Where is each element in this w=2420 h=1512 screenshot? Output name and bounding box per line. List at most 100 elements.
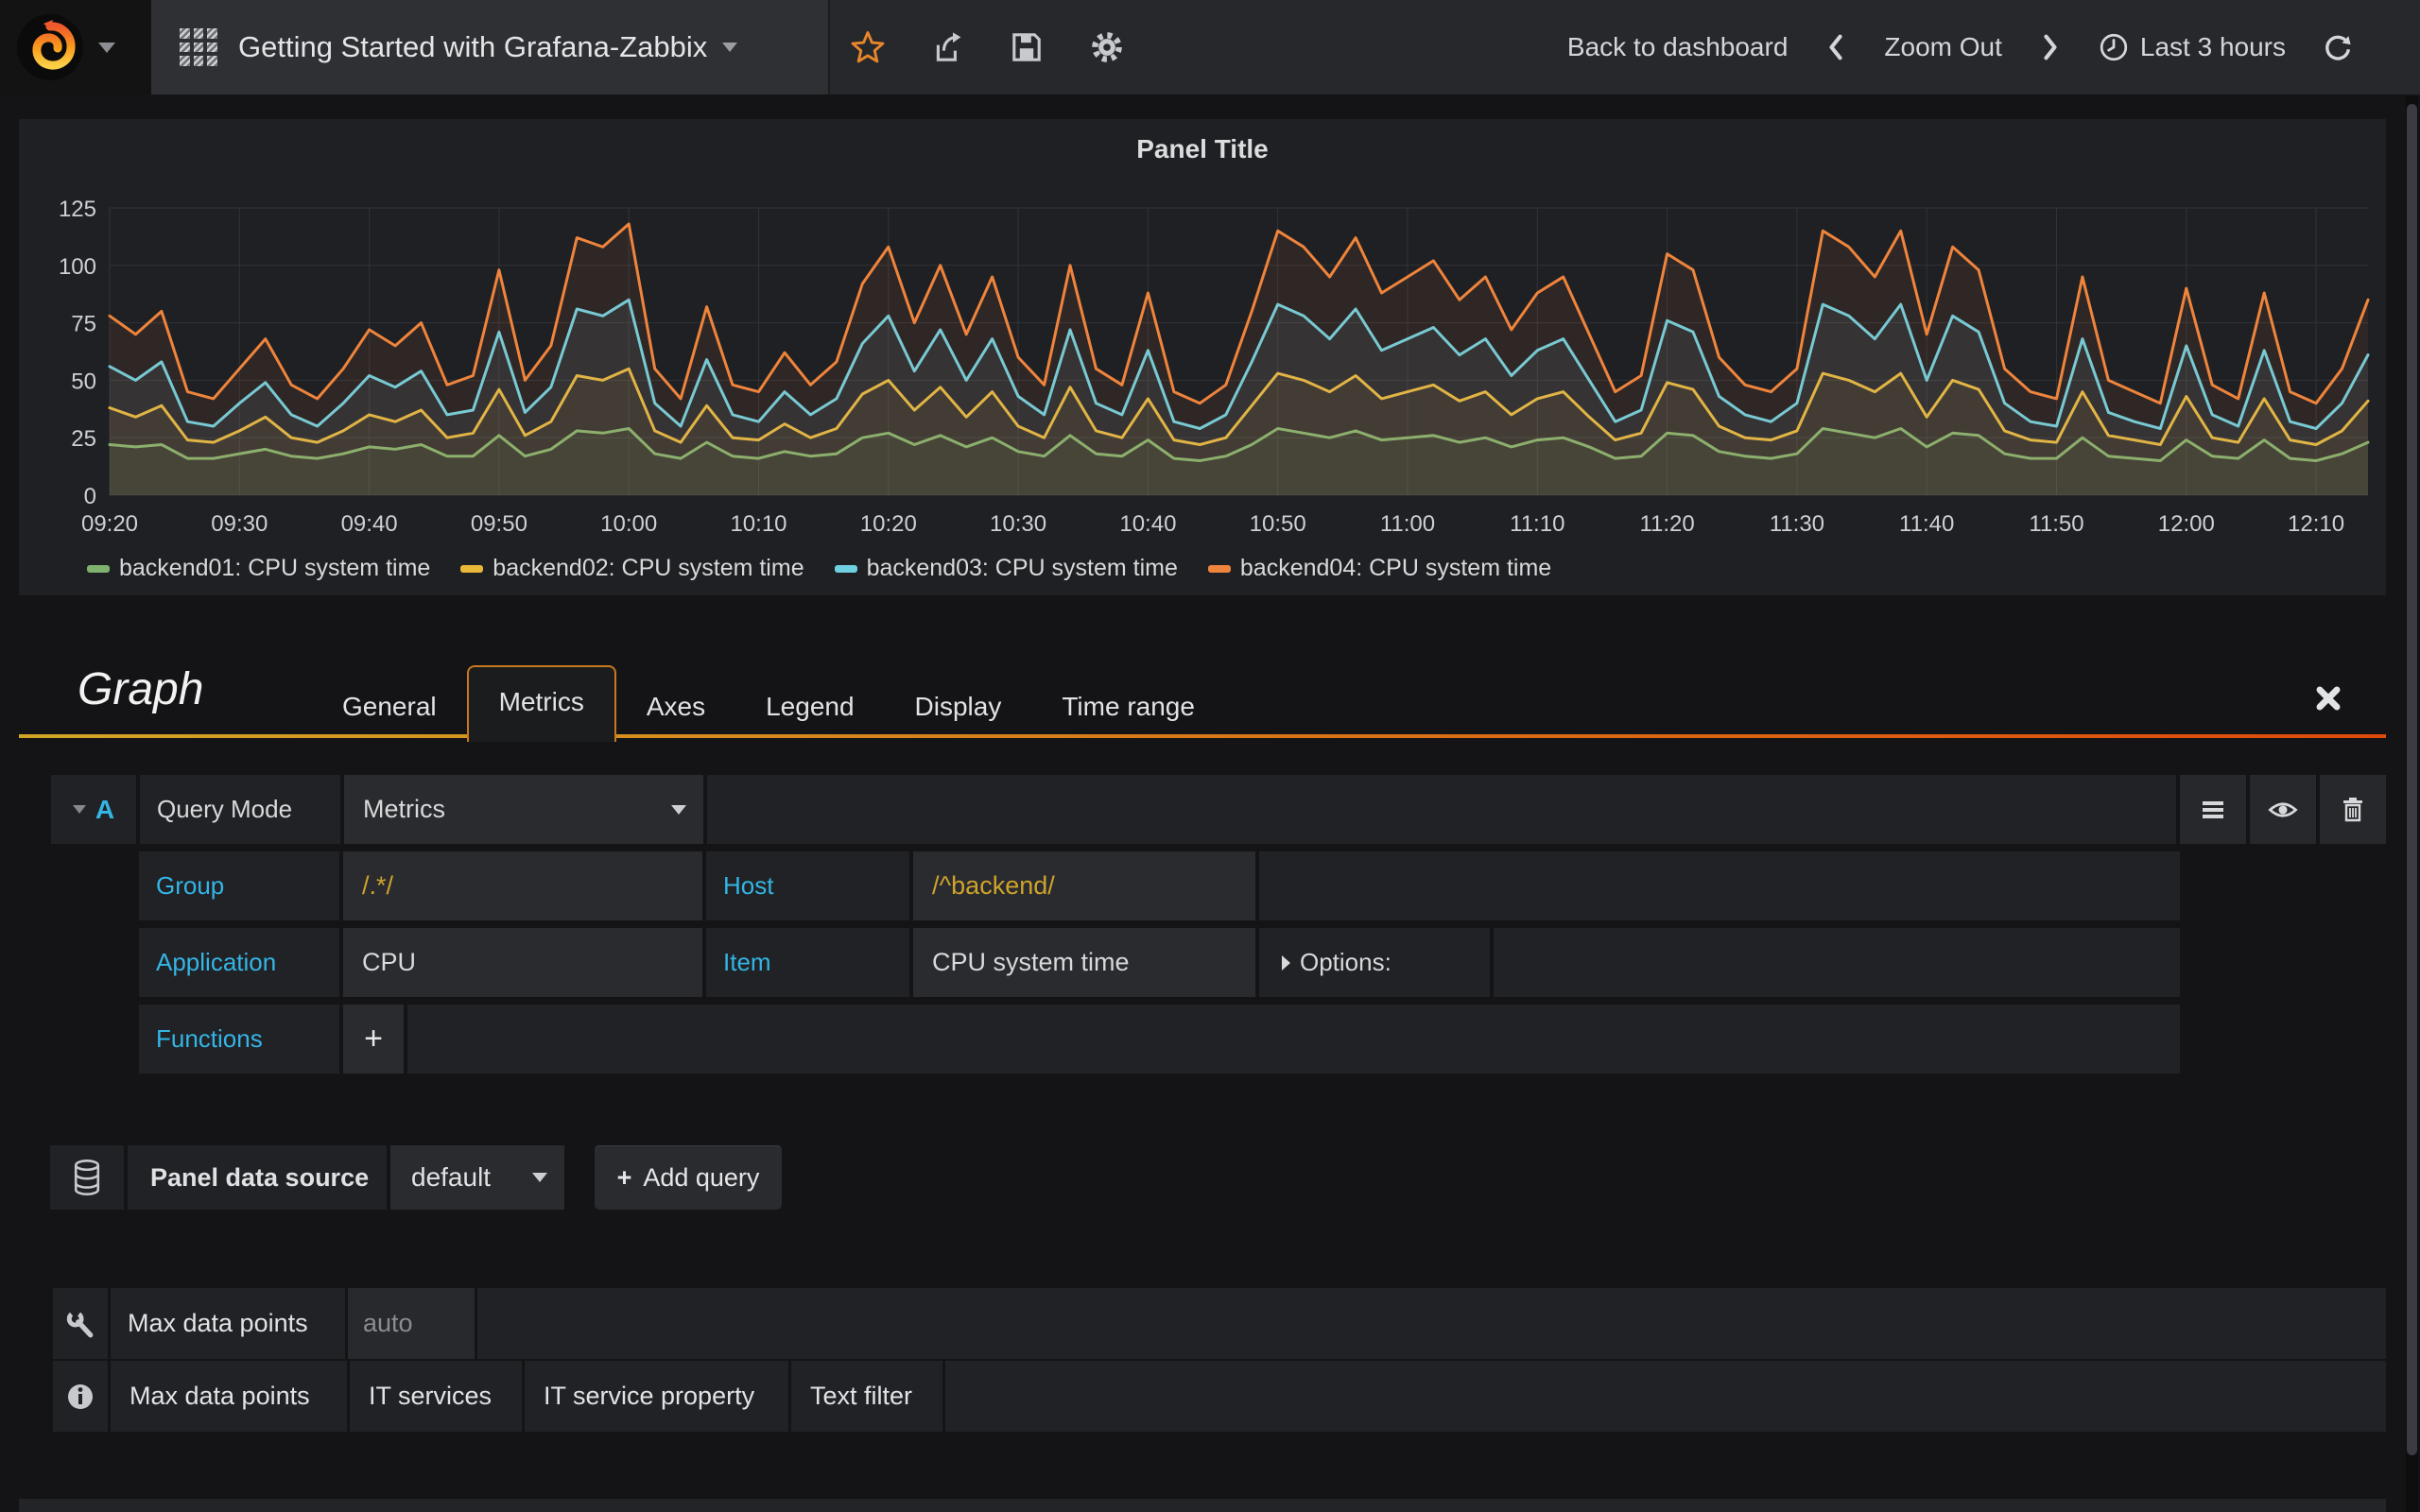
svg-text:10:00: 10:00: [600, 511, 657, 537]
panel-type-title: Graph: [78, 664, 204, 714]
panel-title[interactable]: Panel Title: [1136, 134, 1269, 163]
options-label: Options:: [1300, 948, 1392, 976]
svg-text:11:20: 11:20: [1639, 511, 1694, 537]
legend-item[interactable]: backend01: CPU system time: [87, 555, 430, 582]
legend-label: backend01: CPU system time: [119, 555, 431, 581]
row-filler: [407, 1005, 2180, 1074]
svg-text:10:50: 10:50: [1250, 511, 1306, 537]
legend-swatch-icon: [834, 564, 857, 573]
tab-display[interactable]: Display: [914, 692, 1002, 721]
query-delete-button[interactable]: [2320, 775, 2386, 844]
add-query-button[interactable]: + Add query: [595, 1145, 782, 1210]
refresh-button[interactable]: [2322, 31, 2354, 63]
time-shift-right-button[interactable]: [2038, 31, 2063, 63]
query-row-group-host: Group /.*/ Host /^backend/: [139, 851, 2180, 920]
svg-text:10:20: 10:20: [860, 511, 917, 537]
svg-text:11:10: 11:10: [1510, 511, 1564, 537]
query-mode-label: Query Mode: [140, 775, 340, 844]
legend-item[interactable]: backend03: CPU system time: [834, 555, 1178, 582]
grafana-logo-icon: [17, 14, 83, 80]
close-editor-button[interactable]: [2312, 682, 2344, 714]
svg-text:25: 25: [71, 426, 96, 452]
scrollbar-thumb[interactable]: [2407, 104, 2417, 1455]
group-label: Group: [139, 851, 339, 920]
save-icon[interactable]: [1010, 30, 1044, 64]
dashboard-title-block[interactable]: Getting Started with Grafana-Zabbix: [151, 0, 830, 94]
datasource-row: Panel data source default + Add query: [50, 1145, 782, 1210]
row-filler: [1494, 928, 2180, 997]
item-label: Item: [706, 928, 909, 997]
svg-text:10:10: 10:10: [730, 511, 786, 537]
query-mode-value: Metrics: [363, 795, 445, 823]
clock-icon: [2100, 33, 2128, 61]
svg-text:11:40: 11:40: [1899, 511, 1954, 537]
legend-item[interactable]: backend04: CPU system time: [1207, 555, 1552, 582]
database-icon: [74, 1160, 100, 1195]
help-tab-it-services[interactable]: IT services: [350, 1361, 522, 1432]
info-icon: [68, 1383, 93, 1409]
svg-text:100: 100: [59, 254, 96, 280]
tab-metrics[interactable]: Metrics: [466, 665, 616, 742]
chart-legend: backend01: CPU system time backend02: CPU…: [87, 555, 1551, 582]
dashboard-grid-icon: [180, 28, 217, 66]
panel-datasource-label: Panel data source: [128, 1145, 387, 1210]
query-menu-button[interactable]: [2180, 775, 2246, 844]
gear-icon[interactable]: [1089, 29, 1125, 65]
tab-time-range[interactable]: Time range: [1062, 692, 1195, 721]
add-query-label: Add query: [643, 1162, 760, 1192]
zoom-out-button[interactable]: Zoom Out: [1884, 32, 2002, 61]
time-range-label: Last 3 hours: [2139, 32, 2286, 61]
row-filler: [945, 1361, 2386, 1432]
svg-text:12:00: 12:00: [2158, 511, 2215, 537]
query-collapse-toggle[interactable]: A: [51, 775, 136, 844]
row-filler: [477, 1288, 2386, 1359]
item-input[interactable]: CPU system time: [913, 928, 1255, 997]
chart-svg[interactable]: 0 25 50 75 100 125 09:20 09:30 09:40 09:50 10:00 10…: [19, 119, 2386, 595]
group-input[interactable]: /.*/: [343, 851, 702, 920]
host-label: Host: [706, 851, 909, 920]
svg-text:50: 50: [71, 369, 96, 394]
tab-axes[interactable]: Axes: [646, 692, 706, 721]
share-icon[interactable]: [930, 30, 964, 64]
options-toggle[interactable]: Options:: [1259, 928, 1490, 997]
host-input[interactable]: /^backend/: [913, 851, 1255, 920]
wrench-icon: [66, 1310, 94, 1337]
query-row-filler: [707, 775, 2176, 844]
svg-text:09:20: 09:20: [81, 511, 138, 537]
query-toggle-visibility-button[interactable]: [2250, 775, 2316, 844]
chevron-right-icon: [1282, 954, 1290, 971]
trash-icon: [2343, 797, 2362, 821]
star-icon[interactable]: [851, 30, 885, 64]
add-function-button[interactable]: +: [343, 1005, 404, 1074]
chevron-down-icon: [671, 804, 686, 815]
functions-label: Functions: [139, 1005, 339, 1074]
tab-general[interactable]: General: [342, 692, 437, 721]
application-input[interactable]: CPU: [343, 928, 702, 997]
legend-label: backend04: CPU system time: [1239, 555, 1552, 581]
back-to-dashboard-button[interactable]: Back to dashboard: [1566, 32, 1789, 61]
grafana-logo-block[interactable]: [0, 0, 151, 94]
chevron-down-icon: [532, 1173, 547, 1182]
tab-legend[interactable]: Legend: [766, 692, 855, 721]
datasource-icon-cell: [50, 1145, 124, 1210]
time-picker-button[interactable]: Last 3 hours: [2099, 32, 2286, 62]
svg-text:125: 125: [59, 197, 96, 222]
legend-swatch-icon: [460, 564, 484, 573]
next-row-edge: [19, 1499, 2386, 1512]
help-tab-it-service-property[interactable]: IT service property: [525, 1361, 788, 1432]
query-mode-select[interactable]: Metrics: [344, 775, 703, 844]
query-row-functions: Functions +: [139, 1005, 2180, 1074]
tabbar-underline: [19, 734, 2386, 738]
svg-text:10:40: 10:40: [1119, 511, 1176, 537]
help-tab-max-data-points[interactable]: Max data points: [111, 1361, 347, 1432]
datasource-select[interactable]: default: [390, 1145, 564, 1210]
svg-text:09:50: 09:50: [471, 511, 527, 537]
help-tab-text-filter[interactable]: Text filter: [791, 1361, 942, 1432]
time-shift-left-button[interactable]: [1824, 31, 1848, 63]
max-data-points-input[interactable]: auto: [348, 1288, 475, 1359]
graph-panel: Panel Title 0 25 50 75 100 125 09:20 09:30 09:40…: [19, 119, 2386, 595]
svg-text:11:50: 11:50: [2029, 511, 2083, 537]
refresh-icon: [2325, 35, 2351, 60]
legend-item[interactable]: backend02: CPU system time: [460, 555, 804, 582]
svg-text:12:10: 12:10: [2288, 511, 2344, 537]
